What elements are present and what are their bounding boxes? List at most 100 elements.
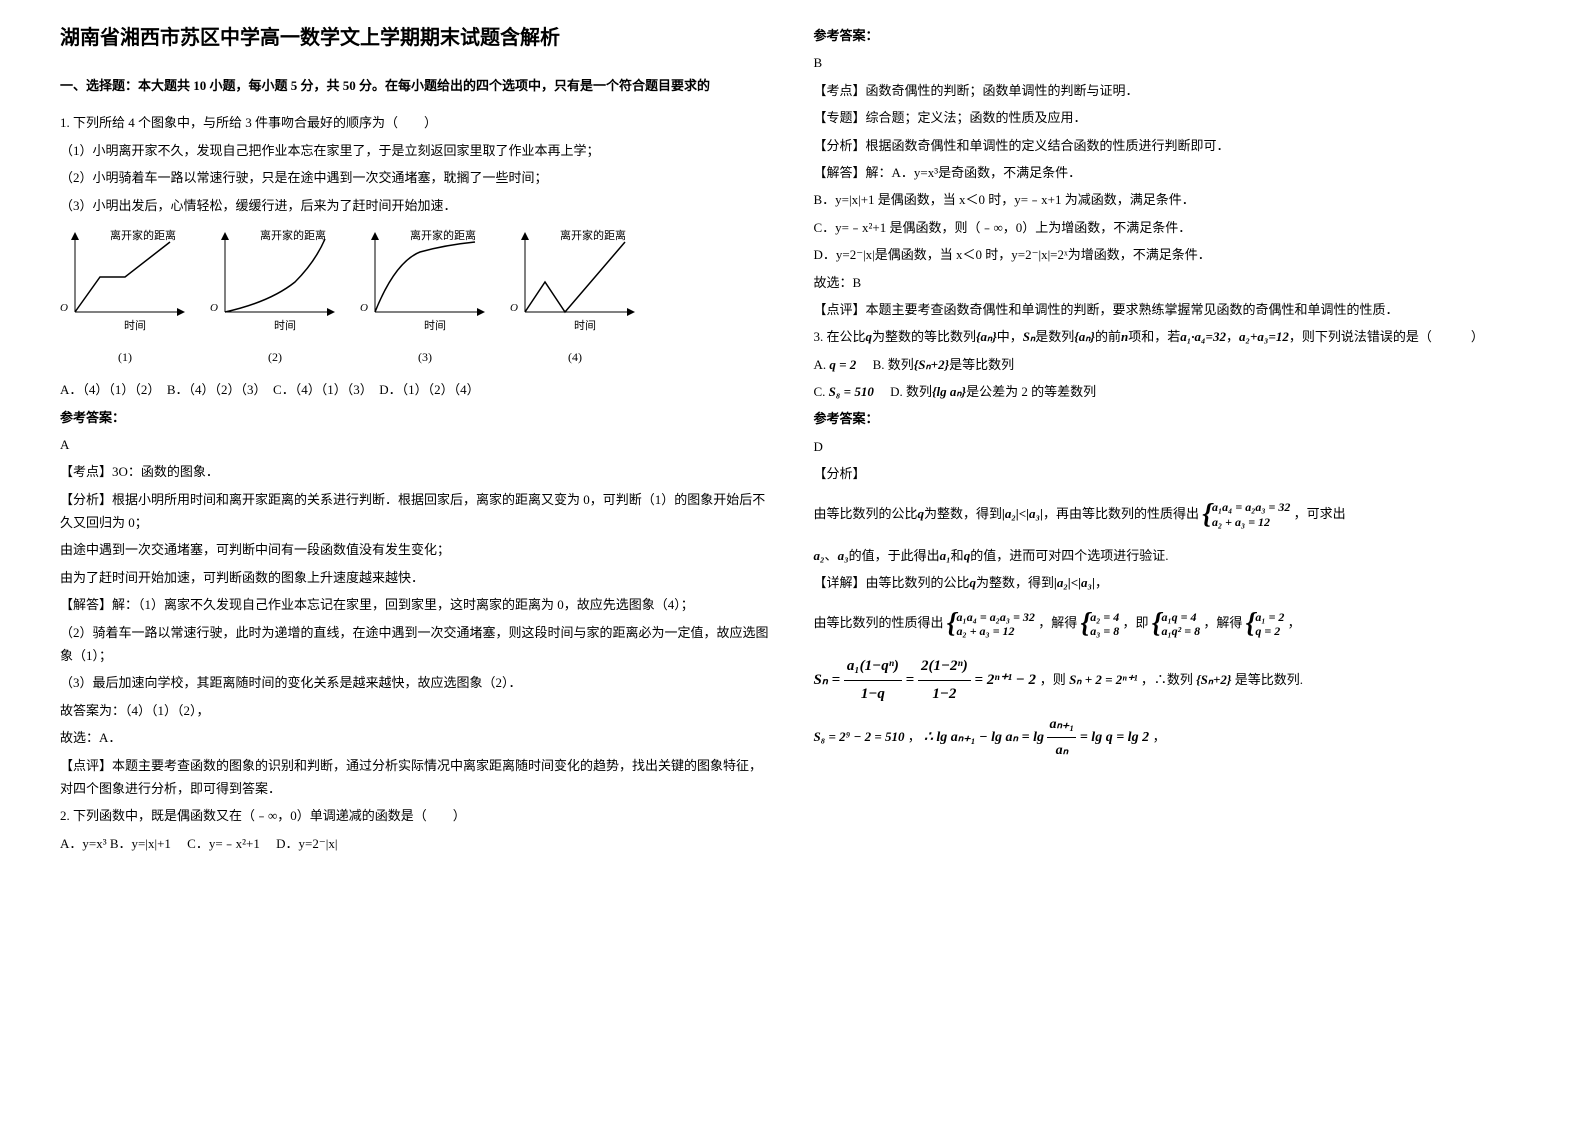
q1-options: A．（4）（1）（2） B．（4）（2）（3） C．（4）（1）（3） D．（1… — [60, 378, 774, 401]
q3-sn: Sₙ — [1023, 329, 1035, 344]
q3-a2: a₂ — [814, 548, 825, 563]
q1-item2: （2）小明骑着车一路以常速行驶，只是在途中遇到一次交通堵塞，耽搁了一些时间； — [60, 166, 774, 189]
q1-jieda4: 故答案为：（4）（1）（2）， — [60, 699, 774, 722]
q2-jieda: 【解答】解：A．y=x³是奇函数，不满足条件． — [814, 161, 1528, 184]
q3-optD-val: {lg aₙ} — [932, 384, 966, 399]
svg-text:O: O — [510, 302, 518, 314]
q3-sys4: {a₁q = 4a₁q² = 8 — [1152, 599, 1200, 649]
q3-fenxi-line2: a₂、a₃的值，于此得出a₁和q的值，进而可对四个选项进行验证. — [814, 544, 1528, 567]
q2-jiedaB: B．y=|x|+1 是偶函数，当 x＜0 时，y=﹣x+1 为减函数，满足条件． — [814, 188, 1528, 211]
q3-answer-label: 参考答案： — [814, 407, 1528, 430]
q3-s7: ， — [1226, 329, 1239, 344]
q3-fx1d: ，可求出 — [1294, 506, 1346, 521]
svg-text:O: O — [210, 302, 218, 314]
q3-optB-val: {Sₙ+2} — [914, 357, 949, 372]
q3-lg: ∴ lg aₙ₊₁ − lg aₙ = lg aₙ₊₁aₙ = lg q = l… — [924, 730, 1153, 745]
chart-1-label: (1) — [60, 347, 190, 369]
q3-optA-line: A. q = 2 B. 数列{Sₙ+2}是等比数列 — [814, 353, 1528, 376]
q3-lastA: ， — [908, 729, 921, 744]
chart-1: O 离开家的距离 时间 (1) — [60, 227, 190, 368]
q1-item3: （3）小明出发后，心情轻松，缓缓行进，后来为了赶时间开始加速． — [60, 194, 774, 217]
q1-jieda5: 故选：A． — [60, 726, 774, 749]
q2-jiedaC: C．y=﹣x²+1 是偶函数，则（﹣∞，0）上为增函数，不满足条件． — [814, 216, 1528, 239]
chart1-xlabel: 时间 — [115, 317, 155, 337]
q3-l2: ，解得 — [1038, 615, 1077, 630]
q3-a3: a₃ — [838, 548, 849, 563]
q3-xj3: ， — [1095, 575, 1108, 590]
q2-answer: B — [814, 51, 1528, 74]
q3-s6: 项和，若 — [1128, 329, 1180, 344]
q3-fenxi-label: 【分析】 — [814, 462, 1528, 485]
q3-s5: 的前 — [1095, 329, 1121, 344]
chart1-ylabel: 离开家的距离 — [78, 227, 208, 247]
q3-fx1c: ，再由等比数列的性质得出 — [1043, 506, 1199, 521]
q1-item1: （1）小明离开家不久，发现自己把作业本忘在家里了，于是立刻返回家里取了作业本再上… — [60, 139, 774, 162]
chart3-ylabel: 离开家的距离 — [378, 227, 508, 247]
chart2-xlabel: 时间 — [265, 317, 305, 337]
chart-4: O 离开家的距离 时间 (4) — [510, 227, 640, 368]
q3-s3: 中， — [997, 329, 1023, 344]
q1-kaodian: 【考点】3O：函数的图象． — [60, 460, 774, 483]
q2-jiedaD: D．y=2⁻|x|是偶函数，当 x＜0 时，y=2⁻|x|=2ˣ为增函数，不满足… — [814, 243, 1528, 266]
q3-snl1: ，则 — [1040, 672, 1066, 687]
page-title: 湖南省湘西市苏区中学高一数学文上学期期末试题含解析 — [60, 20, 774, 56]
chart4-ylabel: 离开家的距离 — [528, 227, 658, 247]
right-column: 参考答案： B 【考点】函数奇偶性的判断；函数单调性的判断与证明． 【专题】综合… — [794, 20, 1548, 859]
q3-s8: ，则下列说法错误的是（ ） — [1289, 329, 1484, 344]
q3-fx-ineq: |a₂|<|a₃| — [1002, 506, 1043, 521]
q3-a1: a₁ — [940, 548, 951, 563]
q3-last-line: S₈ = 2⁹ − 2 = 510 ， ∴ lg aₙ₊₁ − lg aₙ = … — [814, 712, 1528, 763]
q2-stem: 2. 下列函数中，既是偶函数又在（﹣∞，0）单调递减的函数是（ ） — [60, 804, 774, 827]
chart2-ylabel: 离开家的距离 — [228, 227, 358, 247]
q1-fenxi3: 由为了赶时间开始加速，可判断函数的图象上升速度越来越快． — [60, 566, 774, 589]
q3-optC-val: S₈ = 510 — [829, 384, 874, 399]
q3-l4: ，解得 — [1203, 615, 1242, 630]
chart4-xlabel: 时间 — [565, 317, 605, 337]
q1-fenxi: 【分析】根据小明所用时间和离开家距离的关系进行判断．根据回家后，离家的距离又变为… — [60, 488, 774, 535]
q3-sys3: {a₂ = 4a₃ = 8 — [1080, 599, 1119, 649]
q3-optB: B. 数列 — [873, 357, 914, 372]
q3-snl3: 是等比数列. — [1235, 672, 1303, 687]
left-column: 湖南省湘西市苏区中学高一数学文上学期期末试题含解析 一、选择题：本大题共 10 … — [40, 20, 794, 859]
q3-sys5: {a₁ = 2q = 2 — [1246, 599, 1285, 649]
q1-jieda2: （2）骑着车一路以常速行驶，此时为递增的直线，在途中遇到一次交通堵塞，则这段时间… — [60, 621, 774, 668]
q3-an2: {aₙ} — [1074, 329, 1095, 344]
q1-jieda3: （3）最后加速向学校，其距离随时间的变化关系是越来越快，故应选图象（2）． — [60, 671, 774, 694]
chart-2-label: (2) — [210, 347, 340, 369]
q2-jiedaE: 故选：B — [814, 271, 1528, 294]
q3-optB2: 是等比数列 — [949, 357, 1014, 372]
chart3-xlabel: 时间 — [415, 317, 455, 337]
q3-solve-line: 由等比数列的性质得出 {a₁a₄ = a₂a₃ = 32a₂ + a₃ = 12… — [814, 599, 1528, 649]
q3-fx1b: 为整数，得到 — [924, 506, 1002, 521]
q3-s8: S₈ = 2⁹ − 2 = 510 — [814, 729, 905, 744]
q3-an: {aₙ} — [976, 329, 997, 344]
chart-4-label: (4) — [510, 347, 640, 369]
q1-stem: 1. 下列所给 4 个图象中，与所给 3 件事吻合最好的顺序为（ ） — [60, 111, 774, 134]
q3-optA: A. — [814, 357, 830, 372]
q3-sn3: {Sₙ+2} — [1196, 672, 1231, 687]
q1-fenxi2: 由途中遇到一次交通堵塞，可判断中间有一段函数值没有发生变化； — [60, 538, 774, 561]
q1-answer: A — [60, 433, 774, 456]
q3-answer: D — [814, 435, 1528, 458]
chart-3: O 离开家的距离 时间 (3) — [360, 227, 490, 368]
chart-3-label: (3) — [360, 347, 490, 369]
q3-fx2a: 、 — [825, 548, 838, 563]
q3-fx1a: 由等比数列的公比 — [814, 506, 918, 521]
q3-fx-sys: {a₁a₄ = a₂a₃ = 32a₂ + a₃ = 12 — [1202, 490, 1290, 540]
q3-sn-formula: Sₙ = a₁(1−qⁿ)1−q = 2(1−2ⁿ)1−2 = 2ⁿ⁺¹ − 2 — [814, 672, 1040, 688]
q1-jieda: 【解答】解：（1）离家不久发现自己作业本忘记在家里，回到家里，这时离家的距离为 … — [60, 593, 774, 616]
q3-s2: 为整数的等比数列 — [872, 329, 976, 344]
q3-optD: D. 数列 — [890, 384, 932, 399]
q2-answer-label: 参考答案： — [814, 24, 1528, 47]
q3-lastB: ， — [1153, 729, 1166, 744]
svg-text:O: O — [360, 302, 368, 314]
q3-xj: 【详解】由等比数列的公比 — [814, 575, 970, 590]
q2-options: A．y=x³ B．y=|x|+1 C．y=﹣x²+1 D．y=2⁻|x| — [60, 832, 774, 855]
q3-fenxi-line1: 由等比数列的公比q为整数，得到|a₂|<|a₃|，再由等比数列的性质得出 {a₁… — [814, 490, 1528, 540]
q3-sn2: Sₙ + 2 = 2ⁿ⁺¹ — [1069, 672, 1138, 687]
svg-text:O: O — [60, 302, 68, 314]
q1-answer-label: 参考答案： — [60, 406, 774, 429]
q2-fenxi: 【分析】根据函数奇偶性和单调性的定义结合函数的性质进行判断即可． — [814, 134, 1528, 157]
q3-sys2: {a₁a₄ = a₂a₃ = 32a₂ + a₃ = 12 — [947, 599, 1035, 649]
q3-xj-ineq: |a₂|<|a₃| — [1054, 575, 1095, 590]
